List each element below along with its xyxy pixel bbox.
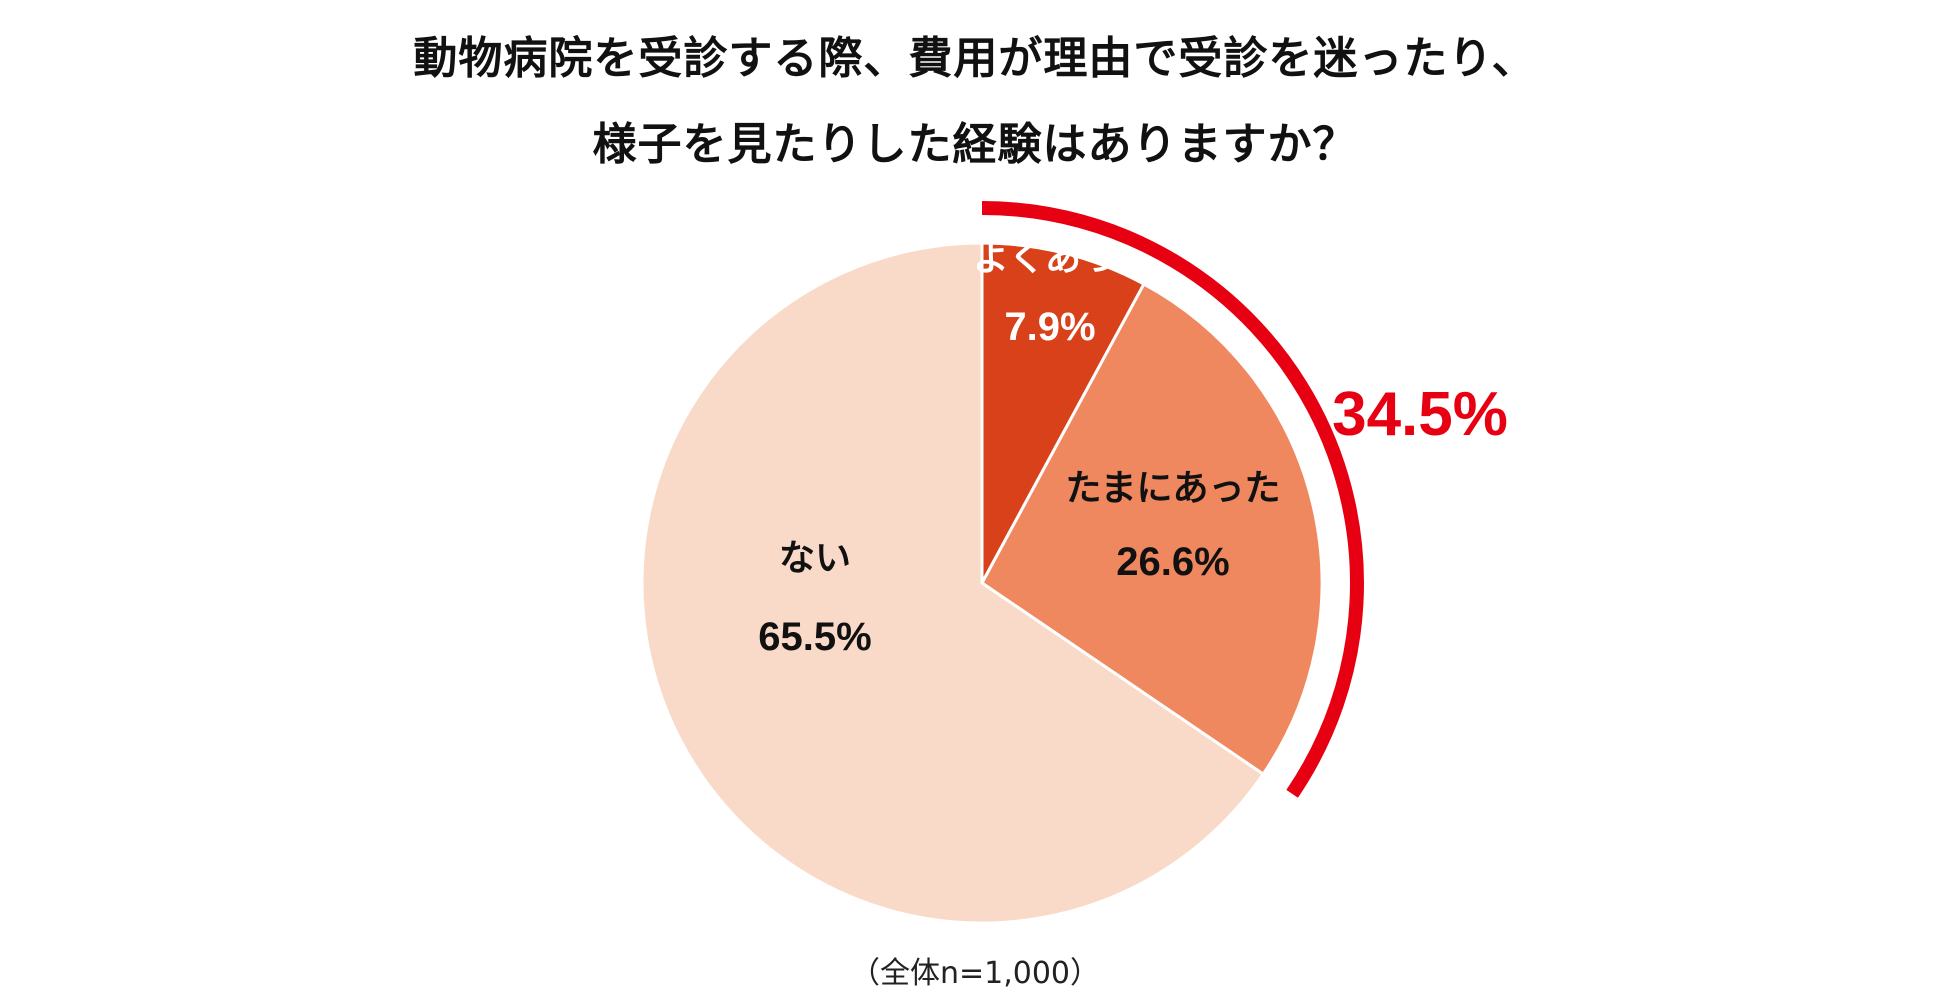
slice-value-3: 65.5% <box>758 615 871 659</box>
highlight-arc <box>981 201 1365 798</box>
chart-title-line-1: 動物病院を受診する際、費用が理由で受診を迷ったり、 <box>413 33 1537 84</box>
slice-label-1: よくあった <box>973 238 1153 279</box>
sample-size-note: （全体n=1,000） <box>849 956 1101 991</box>
highlight-total-label: 34.5% <box>1332 380 1508 449</box>
chart-title-line-2: 様子を見たりした経験はありますか？ <box>592 119 1358 170</box>
slice-label-2: たまにあった <box>1066 468 1281 509</box>
pie-slice-1 <box>980 241 1146 584</box>
pie-slice-2 <box>980 281 1324 777</box>
slice-label-3: ない <box>779 538 851 579</box>
slice-value-2: 26.6% <box>1116 540 1229 584</box>
pie-slice-3 <box>640 241 1266 925</box>
slice-value-1: 7.9% <box>1004 305 1095 349</box>
